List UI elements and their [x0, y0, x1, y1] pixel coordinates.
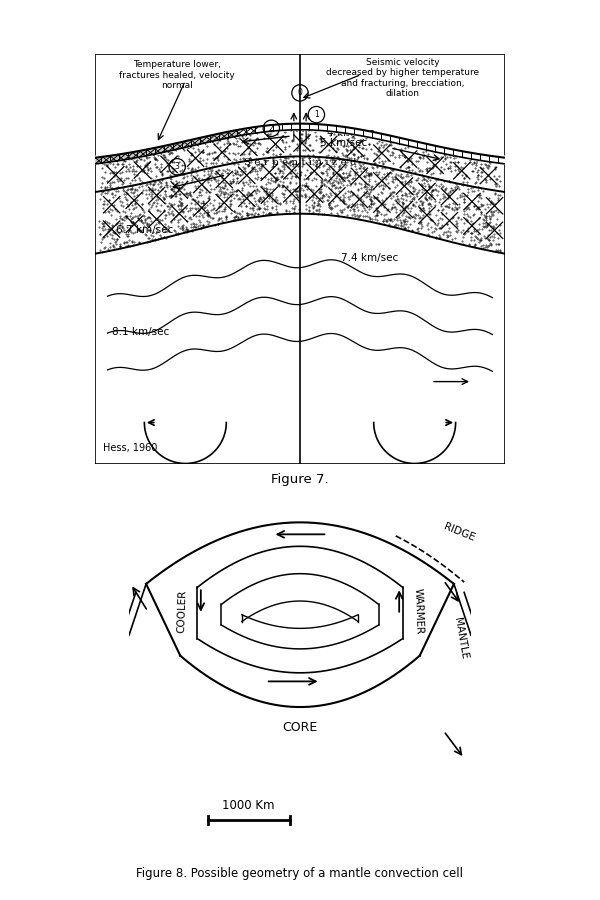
Text: RIDGE: RIDGE	[442, 521, 476, 543]
Text: 1: 1	[314, 110, 319, 119]
Text: S e r p e n t i n i z e d: S e r p e n t i n i z e d	[244, 158, 356, 167]
Text: CORE: CORE	[283, 721, 317, 734]
Text: Hess, 1960: Hess, 1960	[103, 444, 158, 454]
Text: Temperature lower,
fractures healed, velocity
normal: Temperature lower, fractures healed, vel…	[119, 60, 235, 90]
Text: 3: 3	[175, 162, 179, 171]
Text: COOLER: COOLER	[176, 590, 188, 633]
Text: 8.1 km/sec: 8.1 km/sec	[112, 328, 169, 338]
Text: Figure 7.: Figure 7.	[271, 472, 329, 485]
Text: 0: 0	[298, 88, 302, 97]
Text: 6.7 km/sec: 6.7 km/sec	[116, 225, 173, 235]
Text: MANTLE: MANTLE	[452, 617, 469, 661]
Text: 1000 Km: 1000 Km	[223, 799, 275, 813]
Text: Seismic velocity
decreased by higher temperature
and fracturing, brecciation,
di: Seismic velocity decreased by higher tem…	[326, 58, 479, 98]
Text: WARMER: WARMER	[412, 588, 424, 634]
Text: 4 km/sec: 4 km/sec	[326, 128, 374, 138]
Text: 2: 2	[269, 124, 274, 133]
Text: Figure 8. Possible geometry of a mantle convection cell: Figure 8. Possible geometry of a mantle …	[137, 868, 464, 880]
Text: 7.4 km/sec: 7.4 km/sec	[341, 253, 398, 263]
Text: 5 km/sec: 5 km/sec	[320, 138, 368, 148]
